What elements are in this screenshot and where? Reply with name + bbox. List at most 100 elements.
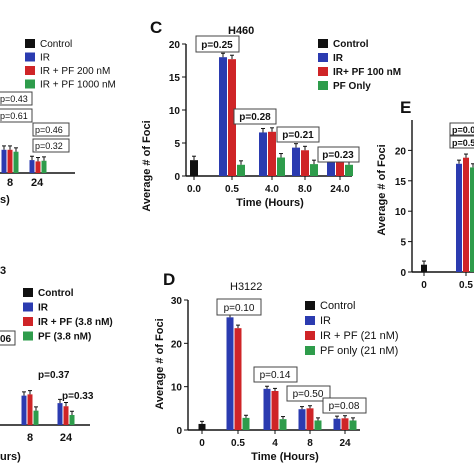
panel-letter-d: D [163, 270, 175, 289]
x-axis-label: s) [0, 194, 10, 206]
annotation: p=0.43 [0, 94, 28, 104]
legend-label: IR [333, 53, 344, 64]
legend-label: Control [333, 39, 369, 50]
annotation: p=0.32 [35, 141, 63, 151]
legend-swatch [23, 288, 33, 297]
legend-swatch [23, 317, 33, 326]
legend-label: Control [40, 39, 72, 50]
chart-title: H460 [228, 25, 254, 37]
legend-swatch [318, 53, 328, 62]
legend-c: Control IR IR+ PF 100 nM PF Only [318, 39, 401, 92]
x-tick-label: 0.5 [459, 280, 473, 291]
legend-label: IR [40, 53, 50, 64]
legend-label: Control [38, 288, 74, 299]
bar [341, 418, 349, 430]
bar [237, 164, 245, 176]
x-tick-label: 0.5 [231, 438, 245, 449]
annotation: p=0.61 [0, 111, 28, 121]
x-tick-label: 8 [307, 438, 313, 449]
x-axis-label: urs) [0, 451, 21, 463]
legend-swatch [305, 301, 315, 310]
bar [7, 149, 13, 173]
y-tick-label: 20 [171, 339, 183, 350]
legend-swatch [305, 331, 315, 340]
annotation: 06 [0, 334, 12, 345]
annotation: p=0.33 [62, 391, 94, 402]
bar [336, 159, 344, 176]
legend-swatch [318, 67, 328, 76]
bar [292, 147, 300, 176]
bar [301, 150, 309, 176]
x-tick-label: 24 [339, 438, 351, 449]
bar [57, 403, 63, 425]
bar [41, 160, 47, 173]
x-tick-label: 0.0 [187, 184, 201, 195]
annotation: p=0.37 [38, 370, 70, 381]
legend-swatch [25, 66, 35, 75]
legend-label: IR+ PF 100 nM [333, 67, 401, 78]
y-tick-label: 20 [395, 146, 407, 157]
panel-c: C H460 Average # of Foci 0 5 10 15 20 0.0 0.5… [141, 18, 401, 212]
bar [63, 406, 69, 425]
bar [463, 157, 469, 272]
legend-label: IR + PF (21 nM) [320, 330, 399, 342]
bar [421, 264, 427, 272]
bar [190, 160, 198, 176]
legend-left-top: Control IR IR + PF 200 nM IR + PF 1000 nM [25, 39, 116, 91]
legend-label: IR + PF (3.8 nM) [38, 317, 113, 328]
bar [349, 420, 357, 430]
legend-swatch [25, 39, 35, 48]
tick-label: 24 [60, 432, 73, 444]
annotation: p=0.46 [35, 125, 63, 135]
legend-swatch [23, 302, 33, 312]
tick-label: 8 [7, 177, 13, 189]
bar [268, 131, 276, 176]
legend-label: IR [38, 303, 49, 314]
bar [306, 408, 314, 430]
bar [333, 418, 341, 430]
legend-swatch [305, 316, 315, 325]
legend-swatch [25, 79, 35, 89]
chart-title: H3122 [230, 281, 262, 293]
bar [1, 149, 7, 173]
legend-label: IR + PF 1000 nM [40, 80, 116, 91]
bar [345, 164, 353, 176]
bar [470, 167, 474, 272]
y-tick-label: 30 [171, 296, 183, 307]
bar [271, 391, 279, 430]
x-tick-label: 4.0 [265, 184, 279, 195]
y-tick-label: 10 [171, 383, 183, 394]
x-tick-label: 0 [199, 438, 205, 449]
y-tick-label: 5 [174, 139, 180, 150]
x-axis-label: Time (Hours) [251, 451, 319, 463]
x-tick-label: 24.0 [330, 184, 350, 195]
bar [29, 160, 35, 173]
bar [277, 157, 285, 176]
bar [259, 132, 267, 176]
bar [226, 317, 234, 430]
bar [456, 163, 462, 272]
y-tick-label: 10 [395, 207, 407, 218]
x-tick-label: 0 [421, 280, 427, 291]
panel-letter-e: E [400, 98, 411, 117]
bar [219, 57, 227, 177]
bar [35, 161, 41, 173]
legend-d: Control IR IR + PF (21 nM) PF only (21 nM) [305, 300, 399, 357]
annotation: p=0.10 [224, 303, 255, 314]
bar [298, 409, 306, 430]
panel-e: E Average # of Foci 0 5 10 15 20 0 0.5 p=0.06… [376, 98, 474, 291]
y-axis-label: Average # of Foci [154, 318, 166, 409]
legend-swatch [318, 39, 328, 48]
tick-label: 8 [27, 432, 33, 444]
y-tick-label: 10 [169, 106, 181, 117]
bar [198, 423, 206, 430]
annotation: p=0.08 [329, 401, 360, 412]
chart-title: 3 [0, 265, 6, 277]
bar [263, 388, 271, 430]
bar [234, 328, 242, 430]
legend-swatch [318, 81, 328, 90]
legend-label: PF (3.8 nM) [38, 332, 91, 343]
annotation: p=0.06 [452, 125, 474, 135]
annotation: p=0.52 [452, 138, 474, 148]
